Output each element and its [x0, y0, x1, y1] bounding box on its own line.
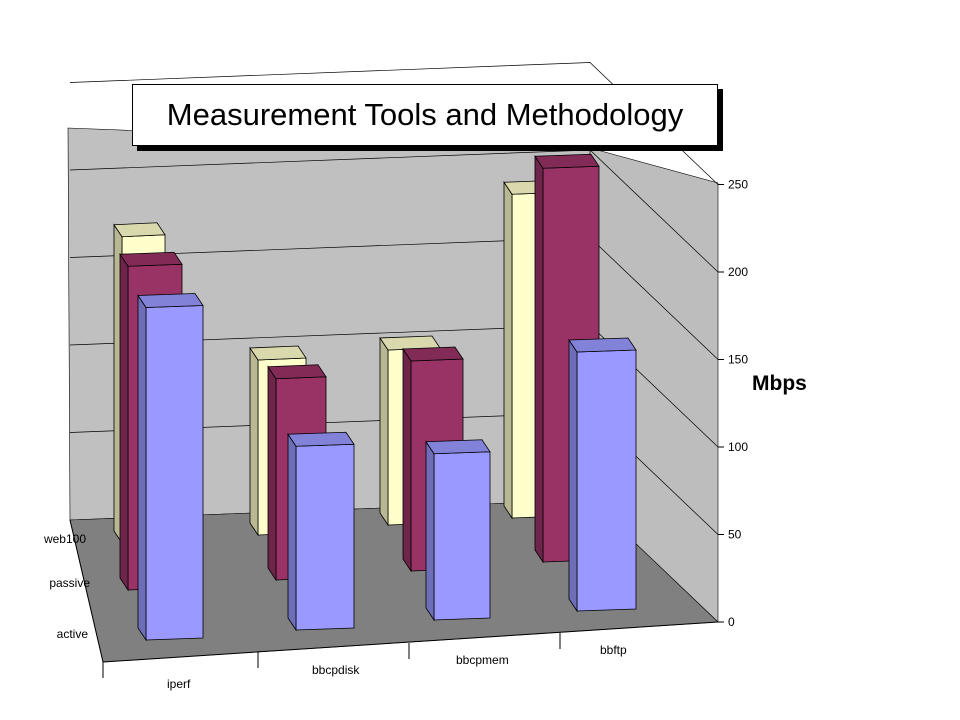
- bar-side: [568, 338, 578, 613]
- z-axis-label: Mbps: [752, 372, 807, 395]
- bar-top: [425, 439, 491, 455]
- bar-side: [137, 294, 147, 642]
- bar: [568, 337, 637, 613]
- bar-top: [267, 364, 327, 380]
- z-tick-label: 0: [728, 615, 735, 629]
- bar: [287, 431, 355, 632]
- category-label: bbcpmem: [456, 653, 509, 667]
- bar-top: [119, 251, 183, 267]
- bar-front: [576, 349, 637, 612]
- bar-top: [113, 222, 166, 238]
- bar-top: [249, 345, 307, 361]
- z-tick-label: 50: [728, 528, 742, 542]
- bar-front: [295, 443, 355, 631]
- depth-axis: [69, 519, 104, 663]
- z-tick-label: 150: [728, 353, 748, 367]
- bar-top: [402, 346, 464, 362]
- category-label: bbcpdisk: [312, 663, 360, 677]
- z-tick-label: 200: [728, 265, 748, 279]
- bar-top: [568, 337, 637, 353]
- series-label: web100: [43, 532, 86, 546]
- bar: [425, 439, 491, 622]
- bar-top: [287, 431, 355, 447]
- bar-top: [137, 293, 204, 308]
- bar-side: [402, 347, 412, 573]
- series-label: active: [57, 627, 89, 641]
- bar-side: [425, 440, 435, 622]
- series-label: passive: [49, 576, 90, 590]
- gridline: [69, 149, 719, 273]
- bar-side: [267, 365, 277, 582]
- category-label: bbftp: [600, 643, 627, 657]
- bar-side: [119, 252, 129, 592]
- bar-side: [503, 180, 513, 520]
- x-axis: [102, 621, 719, 663]
- category-label: iperf: [167, 677, 191, 691]
- bar-top: [534, 153, 600, 169]
- z-tick-label: 250: [728, 178, 748, 192]
- bar: [137, 293, 204, 642]
- chart-title: Measurement Tools and Methodology: [132, 84, 718, 146]
- bar-side: [287, 432, 297, 632]
- bar-side: [379, 336, 389, 527]
- bar-front: [145, 305, 204, 641]
- z-tick-label: 100: [728, 440, 748, 454]
- bar-front: [433, 451, 491, 621]
- bar-side: [534, 154, 544, 564]
- bar-side: [249, 346, 259, 537]
